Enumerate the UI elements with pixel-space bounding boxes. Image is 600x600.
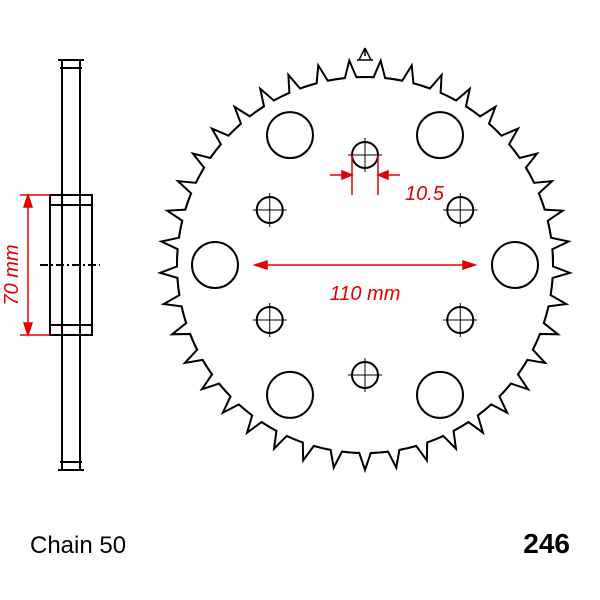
part-number-label: 246: [523, 528, 570, 560]
dim-110mm-label: 110 mm: [330, 283, 401, 305]
sprocket-diagram: 70 mm 110 mm: [0, 0, 600, 600]
dim-10-5-label: 10.5: [405, 183, 445, 205]
side-profile: [40, 60, 100, 470]
datum-mark: [357, 48, 373, 60]
dim-70mm-label: 70 mm: [1, 244, 23, 305]
chain-label: Chain 50: [30, 532, 126, 560]
